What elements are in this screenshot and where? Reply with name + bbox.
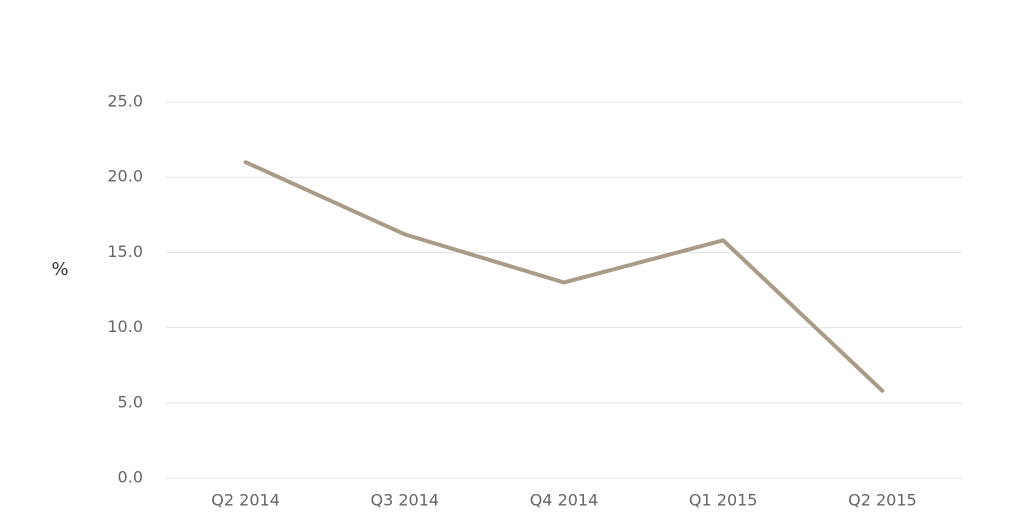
y-tick-label: 15.0 [107, 242, 143, 261]
y-tick-label: 20.0 [107, 167, 143, 186]
x-tick-label: Q2 2015 [848, 491, 917, 510]
y-axis-label: % [51, 259, 68, 280]
x-tick-label: Q3 2014 [371, 491, 440, 510]
data-line [243, 160, 885, 393]
x-tick-label: Q4 2014 [530, 491, 599, 510]
y-tick-label: 10.0 [107, 317, 143, 336]
y-tick-label: 0.0 [118, 468, 143, 487]
y-tick-label: 25.0 [107, 92, 143, 111]
x-tick-label: Q1 2015 [689, 491, 758, 510]
y-tick-label: 5.0 [118, 392, 143, 411]
x-tick-label: Q2 2014 [211, 491, 280, 510]
